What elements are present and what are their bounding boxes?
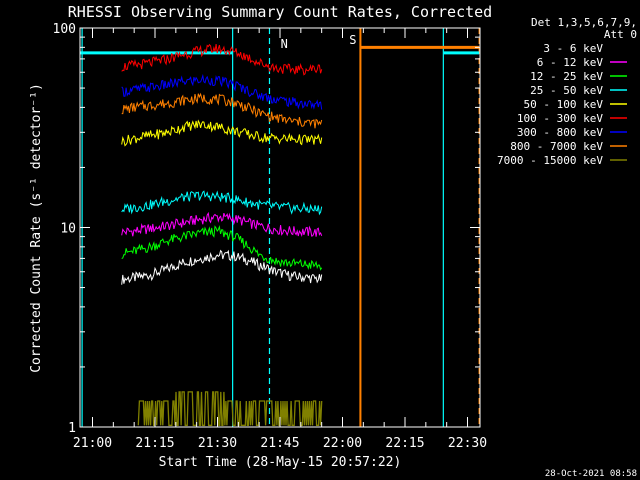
y-tick-label: 10 <box>60 222 76 237</box>
x-tick-label: 21:15 <box>135 436 174 451</box>
legend-header-line-1: Det 1,3,5,6,7,9, <box>531 16 637 29</box>
series-4 <box>121 190 323 216</box>
series-line-9 <box>137 391 323 426</box>
x-axis-ticks: 21:00 21:15 21:30 21:45 22:00 22:15 22:30 <box>73 28 487 451</box>
legend-label-5: 50 - 100 keV <box>524 98 604 111</box>
legend-label-3: 12 - 25 keV <box>530 70 603 83</box>
series-line-6 <box>121 43 323 76</box>
legend-label-2: 6 - 12 keV <box>537 56 604 69</box>
series-7 <box>121 73 323 110</box>
y-tick-label: 1 <box>68 421 76 436</box>
marker-label-s: S <box>349 33 356 47</box>
series-6 <box>121 43 323 76</box>
series-9 <box>137 391 323 426</box>
footer-date: 28-Oct-2021 08:58 <box>545 469 637 479</box>
y-tick-label: 100 <box>53 22 76 37</box>
series-1 <box>121 249 323 285</box>
series-5 <box>121 119 323 147</box>
series-line-5 <box>121 119 323 147</box>
x-tick-label: 21:30 <box>198 436 237 451</box>
x-tick-label: 22:00 <box>323 436 362 451</box>
x-tick-label: 22:30 <box>448 436 487 451</box>
series-2 <box>121 211 323 238</box>
y-axis-ticks: 1 10 100 <box>53 22 480 436</box>
x-tick-label: 22:15 <box>385 436 424 451</box>
series-3 <box>121 225 323 271</box>
series-line-1 <box>121 249 323 285</box>
chart-title: RHESSI Observing Summary Count Rates, Co… <box>68 3 492 21</box>
legend-label-7: 300 - 800 keV <box>517 126 603 139</box>
x-tick-label: 21:45 <box>260 436 299 451</box>
legend-label-1: 3 - 6 keV <box>543 42 603 55</box>
marker-label-n: N <box>281 37 288 51</box>
series-line-3 <box>121 225 323 271</box>
legend-label-9: 7000 - 15000 keV <box>497 154 603 167</box>
series-line-8 <box>121 92 323 129</box>
legend-label-8: 800 - 7000 keV <box>510 140 603 153</box>
series-line-2 <box>121 211 323 238</box>
y-axis-label: Corrected Count Rate (s⁻¹ detector⁻¹) <box>29 83 44 373</box>
legend-label-4: 25 - 50 keV <box>530 84 603 97</box>
series-line-4 <box>121 190 323 216</box>
x-axis-label: Start Time (28-May-15 20:57:22) <box>159 455 402 470</box>
x-tick-label: 21:00 <box>73 436 112 451</box>
series-line-7 <box>121 73 323 110</box>
series-8 <box>121 92 323 129</box>
legend-label-6: 100 - 300 keV <box>517 112 603 125</box>
legend-header-line-2: Att 0 <box>604 28 637 41</box>
